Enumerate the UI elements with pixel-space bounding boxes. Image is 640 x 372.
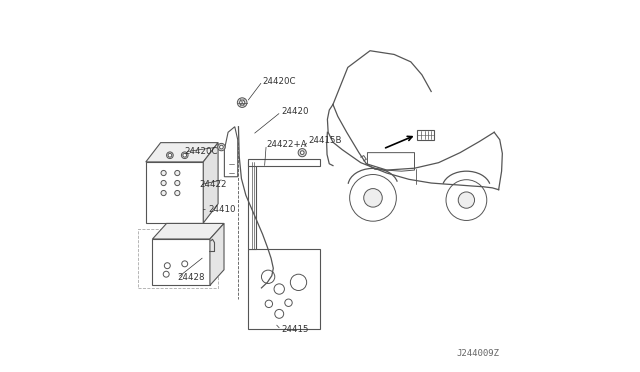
Text: 24422+A: 24422+A xyxy=(266,140,307,149)
Circle shape xyxy=(175,190,180,196)
Circle shape xyxy=(168,153,172,157)
Circle shape xyxy=(220,145,223,149)
Circle shape xyxy=(298,148,307,157)
Circle shape xyxy=(458,192,474,208)
Circle shape xyxy=(181,152,188,158)
Circle shape xyxy=(237,98,247,108)
Circle shape xyxy=(161,180,166,186)
Circle shape xyxy=(218,143,225,151)
Circle shape xyxy=(175,180,180,186)
Circle shape xyxy=(161,170,166,176)
Circle shape xyxy=(182,261,188,267)
Circle shape xyxy=(364,189,382,207)
Text: 24422: 24422 xyxy=(200,180,227,189)
Polygon shape xyxy=(225,127,237,177)
Circle shape xyxy=(163,271,169,277)
Polygon shape xyxy=(204,142,218,223)
Text: 24420: 24420 xyxy=(281,108,308,116)
Circle shape xyxy=(291,274,307,291)
Polygon shape xyxy=(210,224,224,285)
Circle shape xyxy=(239,100,244,105)
Circle shape xyxy=(446,180,487,221)
Circle shape xyxy=(183,153,187,157)
Circle shape xyxy=(275,310,284,318)
Circle shape xyxy=(349,174,396,221)
Circle shape xyxy=(166,152,173,158)
Polygon shape xyxy=(417,130,434,140)
Polygon shape xyxy=(248,249,320,329)
Polygon shape xyxy=(146,142,218,162)
Polygon shape xyxy=(152,224,224,239)
Circle shape xyxy=(265,300,273,308)
Circle shape xyxy=(285,299,292,307)
Text: 24410: 24410 xyxy=(208,205,236,214)
Circle shape xyxy=(300,151,304,154)
Polygon shape xyxy=(248,159,320,166)
Polygon shape xyxy=(152,239,210,285)
Circle shape xyxy=(262,270,275,283)
Text: J244009Z: J244009Z xyxy=(457,349,500,358)
Polygon shape xyxy=(248,162,256,249)
Text: 24415B: 24415B xyxy=(308,136,342,145)
Circle shape xyxy=(274,284,284,294)
Circle shape xyxy=(164,263,170,269)
Circle shape xyxy=(161,190,166,196)
Text: 24420C: 24420C xyxy=(262,77,296,86)
Text: 24415: 24415 xyxy=(281,325,308,334)
Polygon shape xyxy=(146,162,204,223)
Circle shape xyxy=(175,170,180,176)
Polygon shape xyxy=(138,229,218,288)
Text: 24428: 24428 xyxy=(177,273,205,282)
Text: 24420C: 24420C xyxy=(185,147,218,156)
